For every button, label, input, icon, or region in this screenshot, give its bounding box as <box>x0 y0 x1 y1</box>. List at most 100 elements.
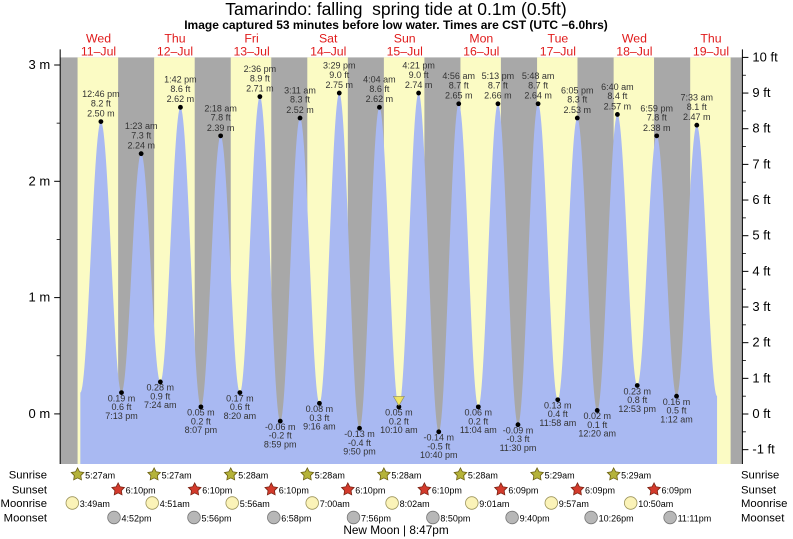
svg-text:9 ft: 9 ft <box>752 85 770 100</box>
svg-text:10:10 am: 10:10 am <box>380 425 418 435</box>
svg-text:2.52 m: 2.52 m <box>286 105 314 115</box>
svg-text:6:09pm: 6:09pm <box>585 485 615 495</box>
svg-text:2.47 m: 2.47 m <box>683 112 711 122</box>
svg-text:2.62 m: 2.62 m <box>167 94 195 104</box>
svg-text:6:09pm: 6:09pm <box>662 485 692 495</box>
svg-text:3 m: 3 m <box>28 57 50 72</box>
svg-text:Sunrise: Sunrise <box>741 470 779 482</box>
svg-text:8.7 ft: 8.7 ft <box>528 81 549 91</box>
svg-text:Tamarindo: falling spring tid: Tamarindo: falling spring tide at 0.1m (… <box>225 0 566 19</box>
svg-text:3 ft: 3 ft <box>752 299 770 314</box>
svg-text:2.74 m: 2.74 m <box>405 80 433 90</box>
svg-text:0 ft: 0 ft <box>752 406 770 421</box>
svg-text:Mon: Mon <box>469 32 493 46</box>
svg-text:11:11pm: 11:11pm <box>678 513 712 523</box>
svg-text:2 ft: 2 ft <box>752 335 770 350</box>
svg-text:Wed: Wed <box>622 32 647 46</box>
svg-text:9:57am: 9:57am <box>559 499 589 509</box>
svg-text:8.6 ft: 8.6 ft <box>369 84 390 94</box>
svg-text:8.6 ft: 8.6 ft <box>170 84 191 94</box>
svg-text:5:27am: 5:27am <box>162 470 192 480</box>
svg-text:8:50pm: 8:50pm <box>440 513 470 523</box>
svg-text:6:58pm: 6:58pm <box>281 513 311 523</box>
svg-text:5:29am: 5:29am <box>545 470 575 480</box>
svg-text:5:27am: 5:27am <box>85 470 115 480</box>
svg-text:1:12 am: 1:12 am <box>660 415 693 425</box>
svg-text:4:52pm: 4:52pm <box>122 513 152 523</box>
svg-text:3:49am: 3:49am <box>80 499 110 509</box>
svg-text:2.66 m: 2.66 m <box>484 91 512 101</box>
svg-text:8.4 ft: 8.4 ft <box>607 91 628 101</box>
svg-text:7 ft: 7 ft <box>752 156 770 171</box>
svg-text:Sunset: Sunset <box>741 485 777 497</box>
svg-text:7:56pm: 7:56pm <box>361 513 391 523</box>
svg-text:New Moon | 8:47pm: New Moon | 8:47pm <box>343 523 449 537</box>
svg-text:11:58 am: 11:58 am <box>539 418 576 428</box>
svg-text:Sunrise: Sunrise <box>9 470 47 482</box>
svg-text:12:20 am: 12:20 am <box>578 429 616 439</box>
svg-text:7:24 am: 7:24 am <box>144 400 177 410</box>
svg-text:Sunset: Sunset <box>12 485 48 497</box>
svg-text:7.8 ft: 7.8 ft <box>211 113 232 123</box>
svg-text:19–Jul: 19–Jul <box>693 45 729 59</box>
svg-text:Image captured 53 minutes befo: Image captured 53 minutes before low wat… <box>184 18 608 32</box>
svg-text:Fri: Fri <box>244 32 258 46</box>
svg-text:2.64 m: 2.64 m <box>524 91 552 101</box>
svg-text:11:04 am: 11:04 am <box>460 425 497 435</box>
svg-text:2.50 m: 2.50 m <box>87 109 115 119</box>
svg-text:8:02am: 8:02am <box>400 499 430 509</box>
svg-text:8.3 ft: 8.3 ft <box>290 95 311 105</box>
svg-text:13–Jul: 13–Jul <box>233 45 269 59</box>
svg-text:6:10pm: 6:10pm <box>432 485 462 495</box>
svg-text:2 m: 2 m <box>28 173 50 188</box>
svg-text:9:40pm: 9:40pm <box>520 513 550 523</box>
svg-text:Thu: Thu <box>700 32 721 46</box>
svg-text:7.8 ft: 7.8 ft <box>647 113 668 123</box>
svg-text:8.2 ft: 8.2 ft <box>91 98 112 108</box>
svg-text:Thu: Thu <box>164 32 185 46</box>
svg-text:6:10pm: 6:10pm <box>355 485 385 495</box>
svg-text:2.39 m: 2.39 m <box>207 123 235 133</box>
svg-text:Wed: Wed <box>86 32 111 46</box>
svg-text:14–Jul: 14–Jul <box>310 45 346 59</box>
svg-text:Moonrise: Moonrise <box>1 498 47 510</box>
svg-text:12:53 pm: 12:53 pm <box>618 404 656 414</box>
svg-text:5:28am: 5:28am <box>468 470 498 480</box>
svg-text:2.24 m: 2.24 m <box>127 141 155 151</box>
svg-text:17–Jul: 17–Jul <box>540 45 576 59</box>
svg-text:8 ft: 8 ft <box>752 121 770 136</box>
svg-text:8.3 ft: 8.3 ft <box>567 95 588 105</box>
svg-text:11:30 pm: 11:30 pm <box>500 443 537 453</box>
svg-text:16–Jul: 16–Jul <box>463 45 499 59</box>
svg-text:4:51am: 4:51am <box>160 499 190 509</box>
svg-text:Sun: Sun <box>394 32 416 46</box>
svg-text:7.3 ft: 7.3 ft <box>131 130 152 140</box>
svg-text:5 ft: 5 ft <box>752 228 770 243</box>
svg-text:9.0 ft: 9.0 ft <box>409 70 430 80</box>
svg-text:8:07 pm: 8:07 pm <box>185 425 218 435</box>
svg-text:6:10pm: 6:10pm <box>279 485 309 495</box>
svg-text:9:01am: 9:01am <box>479 499 509 509</box>
svg-text:Moonrise: Moonrise <box>741 498 787 510</box>
svg-text:5:56am: 5:56am <box>240 499 270 509</box>
svg-text:5:28am: 5:28am <box>238 470 268 480</box>
svg-text:6:09pm: 6:09pm <box>508 485 538 495</box>
svg-text:6:10pm: 6:10pm <box>126 485 156 495</box>
svg-text:10:40 pm: 10:40 pm <box>420 450 458 460</box>
svg-text:4 ft: 4 ft <box>752 263 770 278</box>
svg-text:2.38 m: 2.38 m <box>643 123 671 133</box>
svg-text:9:16 am: 9:16 am <box>303 422 336 432</box>
svg-text:10:50am: 10:50am <box>638 499 673 509</box>
svg-text:-1 ft: -1 ft <box>752 442 775 457</box>
svg-text:8.1 ft: 8.1 ft <box>687 102 708 112</box>
svg-text:5:56pm: 5:56pm <box>202 513 232 523</box>
svg-text:8:59 pm: 8:59 pm <box>264 439 297 449</box>
svg-text:1 m: 1 m <box>28 290 50 305</box>
svg-text:2.62 m: 2.62 m <box>366 94 394 104</box>
svg-text:18–Jul: 18–Jul <box>616 45 652 59</box>
svg-text:10:26pm: 10:26pm <box>599 513 634 523</box>
svg-text:8.7 ft: 8.7 ft <box>488 81 509 91</box>
svg-text:15–Jul: 15–Jul <box>387 45 423 59</box>
svg-text:10 ft: 10 ft <box>752 49 778 64</box>
svg-text:7:13 pm: 7:13 pm <box>105 411 138 421</box>
